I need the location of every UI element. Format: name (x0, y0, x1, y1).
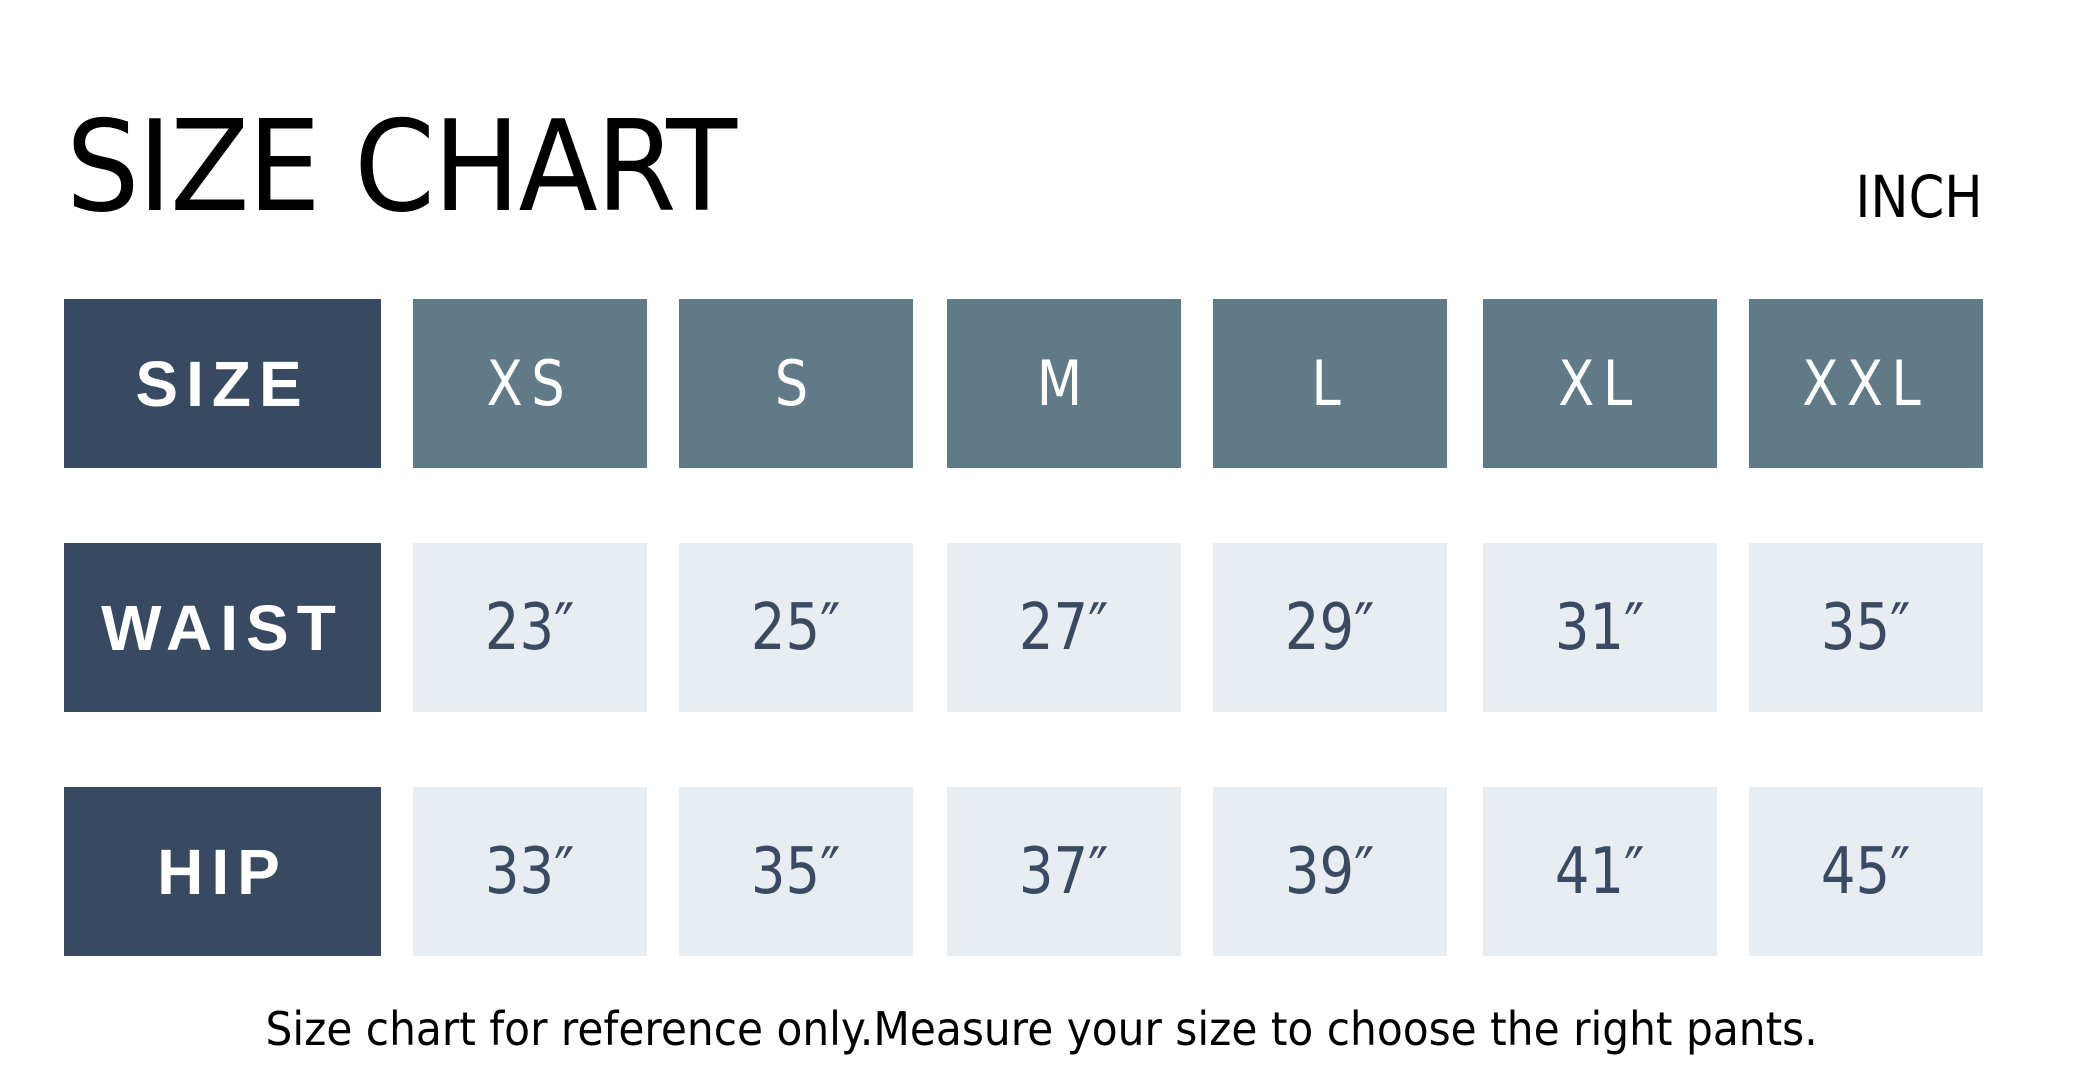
cell-text: 35″ (751, 834, 841, 909)
table-cell: 35″ (1749, 543, 1983, 712)
table-cell: 33″ (413, 787, 647, 956)
cell-text: XL (1558, 347, 1642, 420)
cell-text: 37″ (1019, 834, 1109, 909)
cell-text: S (775, 347, 817, 420)
size-header-cell: S (679, 299, 913, 468)
table-cell: 45″ (1749, 787, 1983, 956)
cell-text: XXL (1802, 347, 1930, 420)
row-label-waist: WAIST (64, 543, 381, 712)
table-cell: 23″ (413, 543, 647, 712)
cell-text: 35″ (1821, 590, 1911, 665)
table-cell: 41″ (1483, 787, 1717, 956)
size-header-cell: L (1213, 299, 1447, 468)
cell-text: 41″ (1555, 834, 1645, 909)
cell-text: 27″ (1019, 590, 1109, 665)
cell-text: XS (486, 347, 574, 420)
cell-text: 23″ (485, 590, 575, 665)
unit-label: INCH (1855, 163, 1983, 231)
size-header-cell: XL (1483, 299, 1717, 468)
size-header-cell: M (947, 299, 1181, 468)
size-header-cell: XS (413, 299, 647, 468)
cell-text: M (1037, 347, 1091, 420)
table-cell: 31″ (1483, 543, 1717, 712)
cell-text: 29″ (1285, 590, 1375, 665)
cell-text: 25″ (751, 590, 841, 665)
footnote-text: Size chart for reference only.Measure yo… (265, 1002, 1818, 1056)
cell-text: L (1311, 347, 1349, 420)
table-cell: 29″ (1213, 543, 1447, 712)
table-cell: 25″ (679, 543, 913, 712)
footnote: Size chart for reference only.Measure yo… (0, 1002, 2083, 1056)
table-cell: 27″ (947, 543, 1181, 712)
page-title: SIZE CHART (66, 93, 737, 240)
table-cell: 39″ (1213, 787, 1447, 956)
table-cell: 35″ (679, 787, 913, 956)
cell-text: 31″ (1555, 590, 1645, 665)
cell-text: 45″ (1821, 834, 1911, 909)
row-label-size: SIZE (64, 299, 381, 468)
row-label-hip: HIP (64, 787, 381, 956)
size-header-cell: XXL (1749, 299, 1983, 468)
cell-text: 33″ (485, 834, 575, 909)
cell-text: 39″ (1285, 834, 1375, 909)
table-cell: 37″ (947, 787, 1181, 956)
